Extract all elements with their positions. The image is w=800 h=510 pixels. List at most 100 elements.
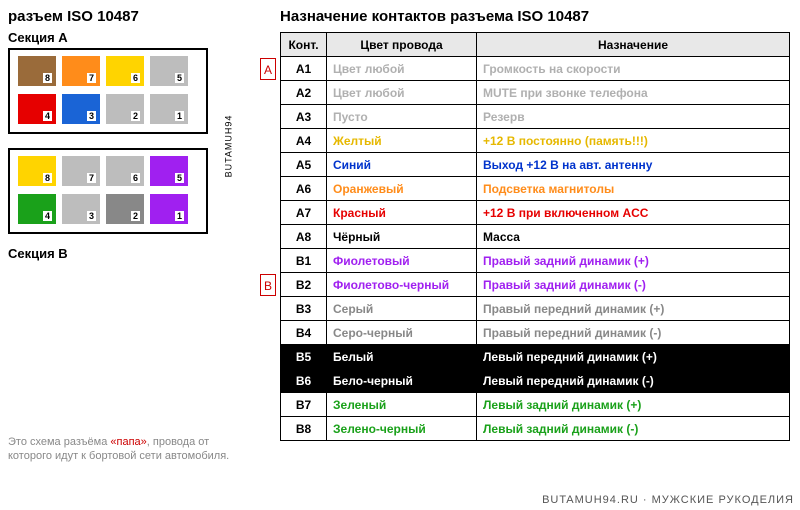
pin-number: 2 [131, 211, 140, 221]
pin-number: 2 [131, 111, 140, 121]
title-right: Назначение контактов разъема ISO 10487 [280, 8, 589, 25]
cell-pin: B3 [281, 297, 327, 321]
connector-pin: 3 [62, 194, 100, 224]
cell-purpose: Левый задний динамик (-) [477, 417, 790, 441]
pin-row-a-bot: 4 3 2 1 [18, 94, 188, 124]
table-header: Конт. [281, 33, 327, 57]
table-row: B6Бело-черныйЛевый передний динамик (-) [281, 369, 790, 393]
side-text: BUTAMUH94 [224, 114, 234, 177]
cell-wire: Чёрный [327, 225, 477, 249]
table-row: A5СинийВыход +12 В на авт. антенну [281, 153, 790, 177]
cell-purpose: Правый передний динамик (+) [477, 297, 790, 321]
connector-pin: 7 [62, 156, 100, 186]
cell-pin: B7 [281, 393, 327, 417]
cell-wire: Желтый [327, 129, 477, 153]
cell-purpose: Громкость на скорости [477, 57, 790, 81]
cell-pin: A3 [281, 105, 327, 129]
cell-purpose: Левый передний динамик (-) [477, 369, 790, 393]
cell-wire: Серо-черный [327, 321, 477, 345]
cell-purpose: Подсветка магнитолы [477, 177, 790, 201]
pin-number: 6 [131, 73, 140, 83]
watermark: BUTAMUH94.RU · МУЖСКИЕ РУКОДЕЛИЯ [542, 494, 794, 506]
footnote-prefix: Это схема разъёма [8, 436, 110, 448]
pin-number: 5 [175, 173, 184, 183]
section-badge-b: B [260, 274, 276, 296]
cell-wire: Фиолетово-черный [327, 273, 477, 297]
cell-pin: A6 [281, 177, 327, 201]
cell-pin: B6 [281, 369, 327, 393]
cell-purpose: Левый передний динамик (+) [477, 345, 790, 369]
pin-number: 4 [43, 111, 52, 121]
table-row: A6ОранжевыйПодсветка магнитолы [281, 177, 790, 201]
cell-wire: Зелено-черный [327, 417, 477, 441]
cell-wire: Цвет любой [327, 81, 477, 105]
connector-pin: 5 [150, 56, 188, 86]
cell-pin: A7 [281, 201, 327, 225]
cell-wire: Цвет любой [327, 57, 477, 81]
connector-pin: 8 [18, 56, 56, 86]
table-row: B3СерыйПравый передний динамик (+) [281, 297, 790, 321]
table-row: B4Серо-черныйПравый передний динамик (-) [281, 321, 790, 345]
cell-wire: Зеленый [327, 393, 477, 417]
connector-pin: 4 [18, 94, 56, 124]
table-row: B8Зелено-черныйЛевый задний динамик (-) [281, 417, 790, 441]
cell-purpose: +12 В постоянно (память!!!) [477, 129, 790, 153]
cell-purpose: Резерв [477, 105, 790, 129]
connector-pin: 3 [62, 94, 100, 124]
cell-pin: A4 [281, 129, 327, 153]
pin-number: 3 [87, 211, 96, 221]
connector-pin: 6 [106, 56, 144, 86]
cell-pin: B8 [281, 417, 327, 441]
cell-wire: Белый [327, 345, 477, 369]
cell-purpose: Правый задний динамик (-) [477, 273, 790, 297]
footnote-papa: «папа» [110, 436, 146, 448]
cell-purpose: Правый задний динамик (+) [477, 249, 790, 273]
cell-purpose: Выход +12 В на авт. антенну [477, 153, 790, 177]
section-a-label: Секция A [8, 30, 68, 45]
cell-purpose: MUTE при звонке телефона [477, 81, 790, 105]
table-row: A1Цвет любойГромкость на скорости [281, 57, 790, 81]
table-row: A2Цвет любойMUTE при звонке телефона [281, 81, 790, 105]
connector-pin: 1 [150, 94, 188, 124]
table-row: B5БелыйЛевый передний динамик (+) [281, 345, 790, 369]
pinout-table: Конт.Цвет проводаНазначение A1Цвет любой… [280, 32, 790, 441]
section-b-label: Секция B [8, 246, 68, 261]
cell-pin: A1 [281, 57, 327, 81]
table-row: A8ЧёрныйМасса [281, 225, 790, 249]
connector-pin: 4 [18, 194, 56, 224]
pin-row-a-top: 8 7 6 5 [18, 56, 188, 86]
cell-pin: A5 [281, 153, 327, 177]
pin-row-b-top: 8765 [18, 156, 188, 186]
pin-number: 4 [43, 211, 52, 221]
connector-pin: 2 [106, 94, 144, 124]
pin-number: 7 [87, 73, 96, 83]
section-badge-a: A [260, 58, 276, 80]
pin-number: 5 [175, 73, 184, 83]
table-header: Назначение [477, 33, 790, 57]
cell-pin: A2 [281, 81, 327, 105]
cell-pin: B5 [281, 345, 327, 369]
cell-pin: B2 [281, 273, 327, 297]
title-left: разъем ISO 10487 [8, 8, 139, 25]
cell-purpose: Левый задний динамик (+) [477, 393, 790, 417]
connector-pin: 1 [150, 194, 188, 224]
cell-wire: Пусто [327, 105, 477, 129]
connector-pin: 7 [62, 56, 100, 86]
cell-wire: Фиолетовый [327, 249, 477, 273]
connector-pin: 8 [18, 156, 56, 186]
pin-number: 8 [43, 173, 52, 183]
cell-wire: Оранжевый [327, 177, 477, 201]
table-header: Цвет провода [327, 33, 477, 57]
table-row: B7ЗеленыйЛевый задний динамик (+) [281, 393, 790, 417]
pin-number: 3 [87, 111, 96, 121]
cell-wire: Серый [327, 297, 477, 321]
cell-purpose: +12 В при включенном ACC [477, 201, 790, 225]
pin-row-b-bot: 4 3 2 1 [18, 194, 188, 224]
table-row: A4Желтый+12 В постоянно (память!!!) [281, 129, 790, 153]
pin-number: 1 [175, 211, 184, 221]
cell-pin: B1 [281, 249, 327, 273]
cell-wire: Бело-черный [327, 369, 477, 393]
pin-number: 8 [43, 73, 52, 83]
pin-number: 1 [175, 111, 184, 121]
footnote: Это схема разъёма «папа», провода от кот… [8, 435, 238, 464]
